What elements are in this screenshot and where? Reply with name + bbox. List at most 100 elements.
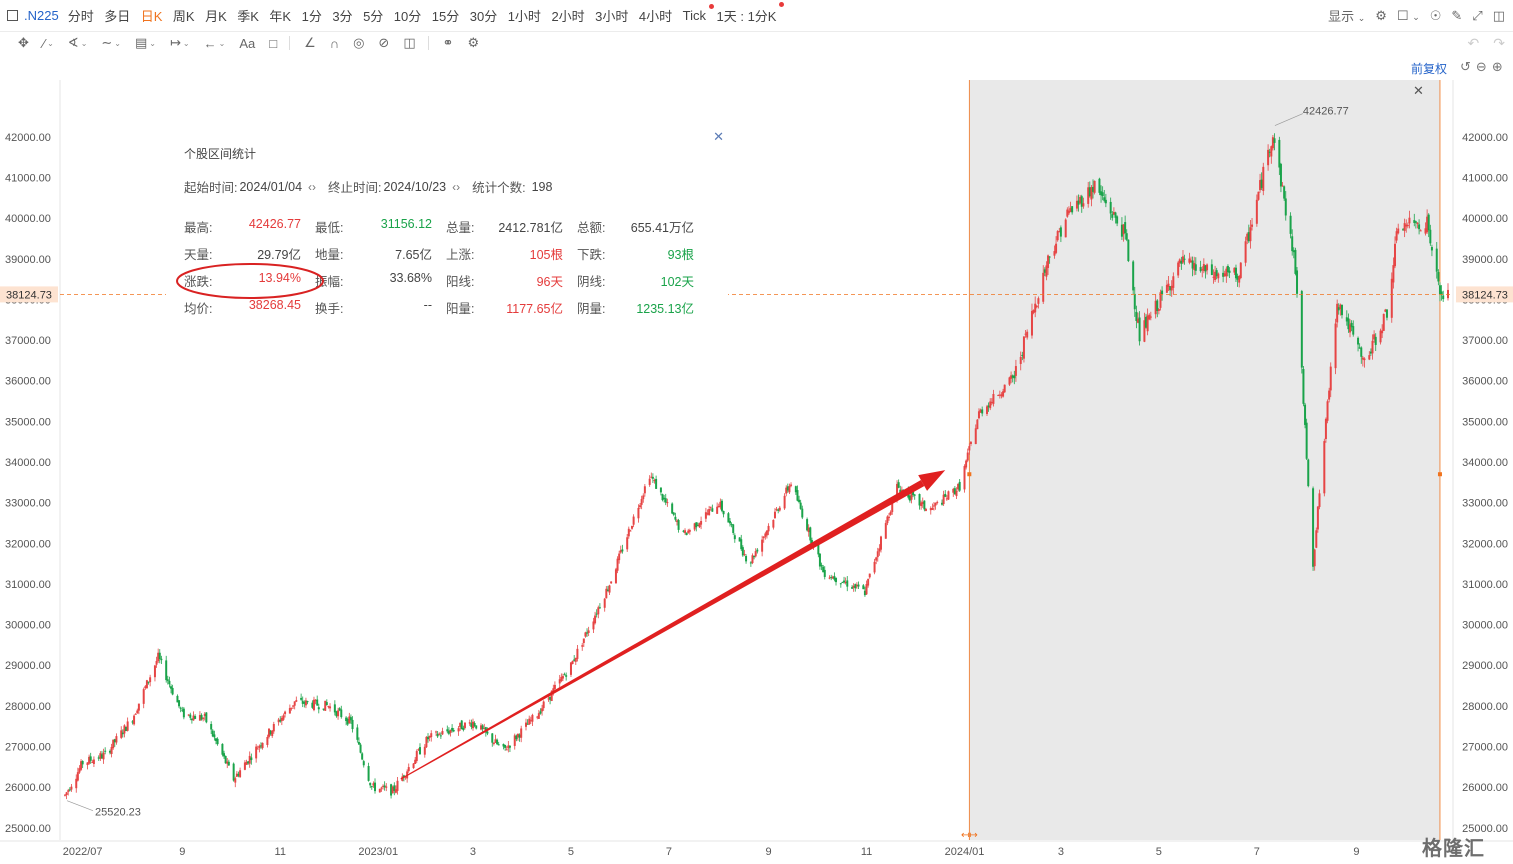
x-tick-label: 5 bbox=[1156, 846, 1162, 858]
candle-body bbox=[1087, 187, 1090, 204]
candle-body bbox=[255, 746, 258, 759]
candle-body bbox=[89, 756, 92, 761]
period-tab[interactable]: 1天 : 1分K bbox=[717, 2, 785, 25]
candle-body bbox=[896, 483, 899, 501]
camera-icon[interactable]: ☉ bbox=[1429, 7, 1442, 23]
layout-toggle-icon[interactable] bbox=[7, 10, 18, 21]
arrow-tool-icon[interactable]: ← ⌄ bbox=[203, 35, 226, 51]
redo-icon[interactable]: ↷ bbox=[1493, 35, 1505, 51]
candle-body bbox=[1133, 293, 1136, 310]
stat-label: 阴线: bbox=[577, 275, 606, 289]
wave-tool-icon[interactable]: ∼ ⌄ bbox=[101, 35, 121, 50]
period-tab[interactable]: 3小时 bbox=[595, 9, 629, 24]
candle-body bbox=[719, 501, 722, 508]
zoom-in-icon[interactable]: ⊕ bbox=[1491, 59, 1503, 74]
text-tool-icon[interactable]: Aa bbox=[239, 35, 256, 51]
period-tab[interactable]: 年K bbox=[269, 9, 292, 24]
candle-body bbox=[1145, 316, 1148, 328]
candle-body bbox=[136, 710, 139, 714]
range-drag-handle: ↤↦ bbox=[961, 830, 978, 841]
candle-body bbox=[1159, 292, 1162, 308]
candle-body bbox=[969, 441, 972, 445]
magnet-icon[interactable]: ∩ bbox=[329, 35, 340, 51]
compare-icon[interactable]: ⚭ bbox=[442, 35, 454, 50]
candle-body bbox=[671, 503, 674, 514]
symbol-label[interactable]: .N225 bbox=[24, 8, 59, 23]
candles bbox=[64, 133, 1449, 800]
y-tick-label-left: 35000.00 bbox=[5, 416, 51, 428]
zoom-out-icon[interactable]: ⊖ bbox=[1475, 59, 1487, 74]
window-layout-icon[interactable]: ☐ ⌄ bbox=[1396, 7, 1420, 23]
period-tab[interactable]: 1小时 bbox=[507, 9, 541, 24]
delete-drawings-icon[interactable]: ◫ bbox=[403, 35, 416, 50]
y-tick-label-right: 40000.00 bbox=[1462, 213, 1508, 225]
candle-body bbox=[520, 728, 523, 738]
measure-tool-icon[interactable]: ↦ ⌄ bbox=[170, 35, 190, 50]
angle-tool-icon[interactable]: ∠ bbox=[304, 35, 316, 50]
period-tab[interactable]: 5分 bbox=[363, 9, 384, 24]
close-panel-icon[interactable]: ✕ bbox=[713, 129, 724, 144]
toolbar-settings-icon[interactable]: ⚙ bbox=[467, 35, 480, 50]
start-adjust-icon[interactable]: ‹› bbox=[308, 179, 317, 194]
move-icon[interactable]: ✥ bbox=[18, 35, 29, 50]
display-menu[interactable]: 显示 ⌄ bbox=[1328, 9, 1366, 24]
pen-icon[interactable]: ✎ bbox=[1451, 7, 1463, 23]
period-tab[interactable]: 4小时 bbox=[638, 9, 673, 24]
end-adjust-icon[interactable]: ‹› bbox=[452, 179, 461, 194]
undo-icon[interactable]: ↶ bbox=[1467, 35, 1480, 51]
stat-value: 2412.781亿 bbox=[498, 221, 563, 235]
period-tab[interactable]: 10分 bbox=[393, 9, 422, 24]
period-tab[interactable]: 15分 bbox=[431, 9, 460, 24]
candle-body bbox=[1167, 283, 1170, 287]
candle-body bbox=[1053, 251, 1056, 256]
settings-icon[interactable]: ⚙ bbox=[1375, 7, 1387, 23]
reset-icon[interactable]: ↺ bbox=[1460, 59, 1471, 74]
stat-label: 最低: bbox=[315, 221, 344, 235]
period-tab[interactable]: 日K bbox=[140, 9, 163, 24]
line-tool-icon[interactable]: ∕ ⌄ bbox=[42, 35, 54, 51]
channel-tool-icon[interactable]: ∢ ⌄ bbox=[67, 35, 88, 50]
candle-body bbox=[1189, 260, 1192, 263]
candle-body bbox=[1043, 269, 1046, 273]
max-leader-line bbox=[1274, 113, 1304, 126]
candle-body bbox=[1035, 305, 1038, 308]
close-selection-icon[interactable]: ✕ bbox=[1413, 83, 1424, 98]
candle-body bbox=[592, 621, 595, 630]
period-tab[interactable]: 3分 bbox=[332, 9, 353, 24]
candle-body bbox=[606, 589, 609, 591]
candle-body bbox=[1259, 180, 1262, 191]
fullscreen-icon[interactable]: ⤢ bbox=[1472, 7, 1483, 23]
sidebar-panel-icon[interactable]: ◫ bbox=[1492, 7, 1505, 23]
period-tab[interactable]: Tick bbox=[683, 4, 714, 23]
candle-body bbox=[256, 748, 259, 750]
candle-body bbox=[1267, 149, 1270, 166]
fibonacci-tool-icon[interactable]: ▤ ⌄ bbox=[135, 35, 156, 50]
hide-drawings-icon[interactable]: ⊘ bbox=[378, 35, 390, 50]
period-tab[interactable]: 2小时 bbox=[551, 9, 585, 24]
candle-body bbox=[965, 460, 968, 468]
candle-body bbox=[963, 466, 966, 490]
period-tab[interactable]: 1分 bbox=[301, 9, 322, 24]
candle-body bbox=[1403, 223, 1406, 231]
candle-body bbox=[886, 516, 889, 524]
adjust-mode-label[interactable]: 前复权 bbox=[1411, 62, 1448, 76]
period-tab[interactable]: 多日 bbox=[104, 9, 131, 24]
stat-cell: 下跌: 93根 bbox=[577, 244, 708, 263]
stat-label: 涨跌: bbox=[184, 275, 213, 289]
period-tab[interactable]: 周K bbox=[172, 9, 195, 24]
comment-tool-icon[interactable]: □ bbox=[269, 35, 278, 51]
candle-body bbox=[1042, 272, 1045, 302]
candle-body bbox=[785, 487, 788, 494]
period-tab[interactable]: 季K bbox=[237, 9, 259, 24]
period-tab[interactable]: 30分 bbox=[469, 9, 498, 24]
candle-body bbox=[1136, 318, 1139, 323]
candle-body bbox=[115, 736, 118, 743]
candle-body bbox=[480, 725, 483, 730]
y-tick-label-left: 27000.00 bbox=[5, 742, 51, 754]
candle-body bbox=[258, 745, 261, 748]
period-tab[interactable]: 月K bbox=[205, 9, 227, 24]
current-price-tag-left bbox=[0, 286, 58, 303]
lock-drawings-icon[interactable]: ◎ bbox=[353, 35, 365, 50]
period-tab[interactable]: 分时 bbox=[67, 9, 94, 24]
